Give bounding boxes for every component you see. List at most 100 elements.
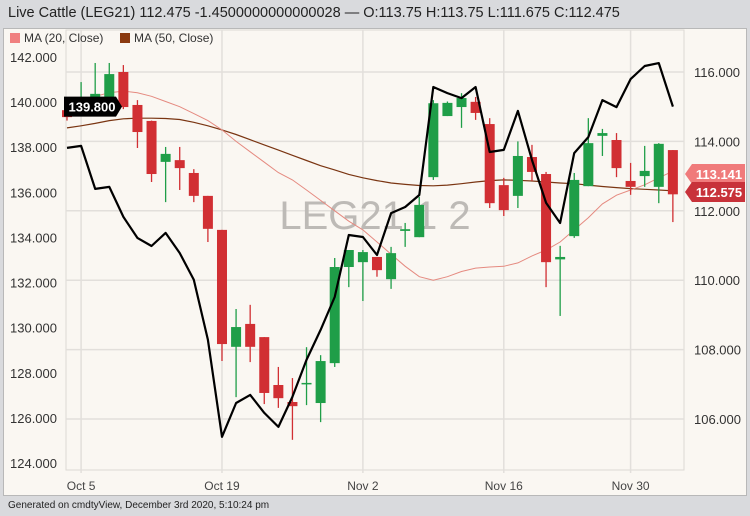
compare-last-badge: 139.800 bbox=[64, 96, 122, 117]
candle bbox=[597, 128, 608, 156]
candle-body bbox=[526, 157, 537, 172]
left-axis-tick-label: 140.000 bbox=[10, 95, 57, 110]
candle-body bbox=[259, 337, 270, 393]
candle-body bbox=[231, 327, 242, 347]
ma20-last-badge-shape bbox=[685, 164, 745, 184]
candle bbox=[132, 100, 143, 148]
ma50-swatch-icon bbox=[120, 33, 130, 43]
candle bbox=[555, 245, 566, 316]
candle-body bbox=[639, 170, 650, 177]
candle bbox=[160, 146, 171, 203]
candle bbox=[470, 96, 481, 120]
candle-body bbox=[555, 256, 566, 260]
x-axis-tick-label: Nov 2 bbox=[347, 479, 379, 493]
candle bbox=[414, 196, 425, 238]
ma50-line bbox=[66, 117, 673, 192]
x-axis-tick-label: Oct 19 bbox=[204, 479, 240, 493]
compare-last-badge-text: 139.800 bbox=[69, 100, 116, 115]
candle-body bbox=[611, 140, 622, 169]
candle-body bbox=[357, 252, 368, 263]
ma50-last-badge-shape bbox=[685, 182, 745, 202]
legend-label: MA (20, Close) bbox=[24, 31, 104, 45]
right-axis-tick-label: 116.000 bbox=[694, 65, 740, 80]
x-axis-tick-label: Nov 30 bbox=[612, 479, 650, 493]
candle bbox=[611, 133, 622, 178]
candle-body bbox=[287, 401, 298, 407]
right-axis-tick-label: 110.000 bbox=[694, 273, 740, 288]
candle-body bbox=[118, 72, 129, 108]
candle bbox=[301, 347, 312, 406]
candle-body bbox=[653, 143, 664, 187]
candle bbox=[231, 309, 242, 398]
candle bbox=[188, 169, 199, 203]
candle-body bbox=[245, 323, 256, 347]
candle-body bbox=[484, 124, 495, 204]
legend-item-ma20[interactable]: MA (20, Close) bbox=[10, 31, 103, 45]
left-axis-tick-label: 130.000 bbox=[10, 321, 57, 336]
candle bbox=[118, 65, 129, 110]
candle bbox=[357, 250, 368, 302]
candle bbox=[583, 118, 594, 187]
candle bbox=[202, 195, 213, 243]
candle-body bbox=[470, 101, 481, 113]
candle bbox=[273, 366, 284, 408]
candle bbox=[259, 337, 270, 405]
ma50-last-badge-text: 112.575 bbox=[696, 185, 742, 200]
left-axis-tick-label: 138.000 bbox=[10, 140, 57, 155]
candle-body bbox=[104, 74, 115, 101]
candle-body bbox=[667, 150, 678, 195]
candle bbox=[569, 172, 580, 238]
candle-body bbox=[625, 180, 636, 187]
candle bbox=[386, 246, 397, 289]
ma20-swatch-icon bbox=[10, 33, 20, 43]
candle-body bbox=[273, 384, 284, 399]
candle bbox=[400, 222, 411, 247]
plot-area bbox=[65, 29, 685, 471]
compare-last-badge-shape bbox=[64, 96, 122, 117]
candle-body bbox=[146, 120, 157, 175]
candle-body bbox=[202, 195, 213, 229]
candle-body bbox=[343, 250, 354, 268]
right-axis-tick-label: 106.000 bbox=[694, 412, 741, 427]
candle bbox=[512, 141, 523, 209]
candle bbox=[216, 229, 227, 362]
left-axis-tick-label: 128.000 bbox=[10, 366, 57, 381]
ma50-last-badge: 112.575 bbox=[685, 182, 745, 202]
candle-body bbox=[597, 133, 608, 136]
candle-body bbox=[188, 172, 199, 196]
candle-body bbox=[315, 361, 326, 404]
left-axis-tick-label: 136.000 bbox=[10, 185, 57, 200]
left-axis-tick-label: 126.000 bbox=[10, 411, 57, 426]
candle-body bbox=[301, 382, 312, 385]
x-axis-tick-label: Oct 5 bbox=[67, 479, 96, 493]
footer-text: Generated on cmdtyView, December 3rd 202… bbox=[8, 500, 270, 511]
candle bbox=[484, 118, 495, 209]
x-axis-tick-label: Nov 16 bbox=[485, 479, 523, 493]
candle-body bbox=[160, 153, 171, 162]
candle-body bbox=[498, 185, 509, 211]
candle bbox=[329, 257, 340, 367]
candle-body bbox=[414, 204, 425, 238]
candle bbox=[625, 162, 636, 195]
candle bbox=[287, 378, 298, 440]
candle-body bbox=[428, 103, 439, 178]
candle bbox=[146, 120, 157, 182]
left-axis-tick-label: 124.000 bbox=[10, 456, 57, 471]
candle-body bbox=[371, 256, 382, 271]
legend-item-ma50[interactable]: MA (50, Close) bbox=[120, 31, 213, 45]
candle bbox=[343, 250, 354, 288]
candle bbox=[639, 145, 650, 187]
right-axis-tick-label: 114.000 bbox=[694, 134, 740, 149]
candle bbox=[174, 146, 185, 190]
candle-body bbox=[442, 102, 453, 117]
watermark: LEG21 1 2 bbox=[279, 194, 470, 238]
candle-body bbox=[583, 143, 594, 187]
right-axis-tick-label: 112.000 bbox=[694, 204, 740, 219]
left-axis-tick-label: 134.000 bbox=[10, 230, 57, 245]
right-axis-tick-label: 108.000 bbox=[694, 343, 741, 358]
candle bbox=[653, 143, 664, 204]
candle bbox=[315, 355, 326, 423]
candle-body bbox=[569, 179, 580, 237]
chart-title: Live Cattle (LEG21) 112.475 -1.450000000… bbox=[8, 5, 620, 21]
